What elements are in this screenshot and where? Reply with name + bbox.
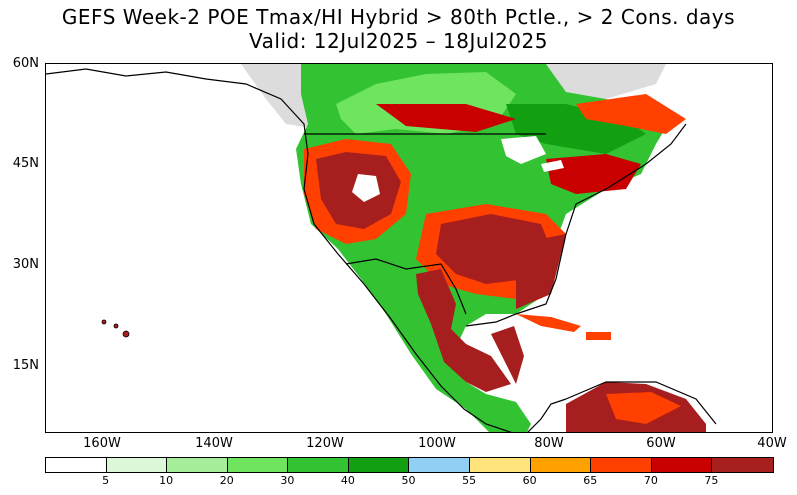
colorbar-swatch [46, 458, 107, 472]
lon-label-60w: 60W [646, 436, 676, 451]
colorbar-label: 30 [280, 474, 295, 487]
colorbar-swatch [409, 458, 471, 472]
colorbar-label: 10 [159, 474, 174, 487]
colorbar-swatch [530, 458, 592, 472]
colorbar-label: 65 [583, 474, 598, 487]
colorbar [45, 457, 774, 473]
colorbar-label: 70 [643, 474, 658, 487]
colorbar-swatch [227, 458, 289, 472]
heat-hispaniola [586, 332, 611, 340]
heat-south-america-orange [606, 392, 681, 424]
colorbar-swatch [106, 458, 168, 472]
colorbar-label: 40 [340, 474, 355, 487]
lon-label-80w: 80W [534, 436, 564, 451]
colorbar-label: 60 [522, 474, 537, 487]
no-data-region-east [546, 64, 666, 99]
colorbar-swatch [348, 458, 410, 472]
heat-northeast [546, 154, 641, 194]
colorbar-label: 75 [704, 474, 719, 487]
lat-label-60n: 60N [12, 56, 39, 71]
colorbar-swatch [288, 458, 349, 472]
heat-north [376, 104, 516, 132]
lon-label-100w: 100W [418, 436, 456, 451]
map-title-line1: GEFS Week-2 POE Tmax/HI Hybrid > 80th Pc… [61, 5, 736, 29]
colorbar-label: 5 [102, 474, 110, 487]
lon-label-120w: 120W [306, 436, 344, 451]
probability-map [45, 63, 773, 433]
great-lakes [501, 136, 546, 164]
colorbar-swatch [470, 458, 531, 472]
lon-label-140w: 140W [195, 436, 233, 451]
map-field [46, 64, 717, 432]
lat-label-45n: 45N [12, 156, 39, 171]
heat-cuba [516, 314, 581, 332]
lake-erie [541, 160, 564, 172]
lat-label-15n: 15N [12, 358, 39, 373]
heat-mexico [416, 269, 511, 392]
heat-southeast [516, 234, 566, 309]
heat-west-pale [352, 174, 380, 202]
lon-label-160w: 160W [83, 436, 121, 451]
heat-canada-east [576, 94, 686, 134]
hawaii [101, 319, 130, 338]
colorbar-swatch [651, 458, 713, 472]
colorbar-swatch [712, 458, 773, 472]
heat-central-america [491, 326, 524, 384]
lon-label-40w: 40W [757, 436, 787, 451]
colorbar-swatch [167, 458, 228, 472]
colorbar-swatch [591, 458, 652, 472]
colorbar-label: 20 [219, 474, 234, 487]
coastlines [46, 68, 717, 432]
colorbar-label: 55 [462, 474, 477, 487]
lat-label-30n: 30N [12, 257, 39, 272]
map-title-line2: Valid: 12Jul2025 – 18Jul2025 [249, 29, 548, 53]
colorbar-label: 50 [401, 474, 416, 487]
